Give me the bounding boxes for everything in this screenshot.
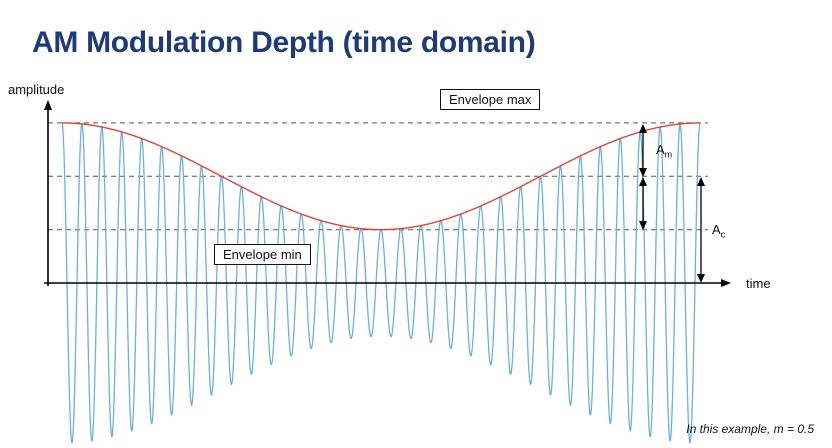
envelope-max-label: Envelope max <box>440 89 541 110</box>
am-lower-arrow-up-icon <box>639 177 647 186</box>
x-axis-label: time <box>746 276 771 291</box>
ac-arrow-up-icon <box>697 177 705 186</box>
guide-lines <box>48 122 708 231</box>
ac-arrow-down-icon <box>697 274 705 283</box>
page-title: AM Modulation Depth (time domain) <box>32 26 536 59</box>
am-arrow-down-icon <box>639 168 647 177</box>
envelope-min-label: Envelope min <box>214 244 311 265</box>
envelope-curve <box>62 122 700 231</box>
footnote: In this example, m = 0.5 <box>686 422 814 436</box>
am-label: Am <box>656 142 673 160</box>
ac-label: Ac <box>712 222 726 240</box>
am-lower-arrow-down-icon <box>639 221 647 230</box>
am-arrow-up-icon <box>639 124 647 133</box>
x-axis-arrow-icon <box>721 279 731 287</box>
y-axis-label: amplitude <box>8 82 65 97</box>
y-axis-arrow-icon <box>44 100 52 110</box>
